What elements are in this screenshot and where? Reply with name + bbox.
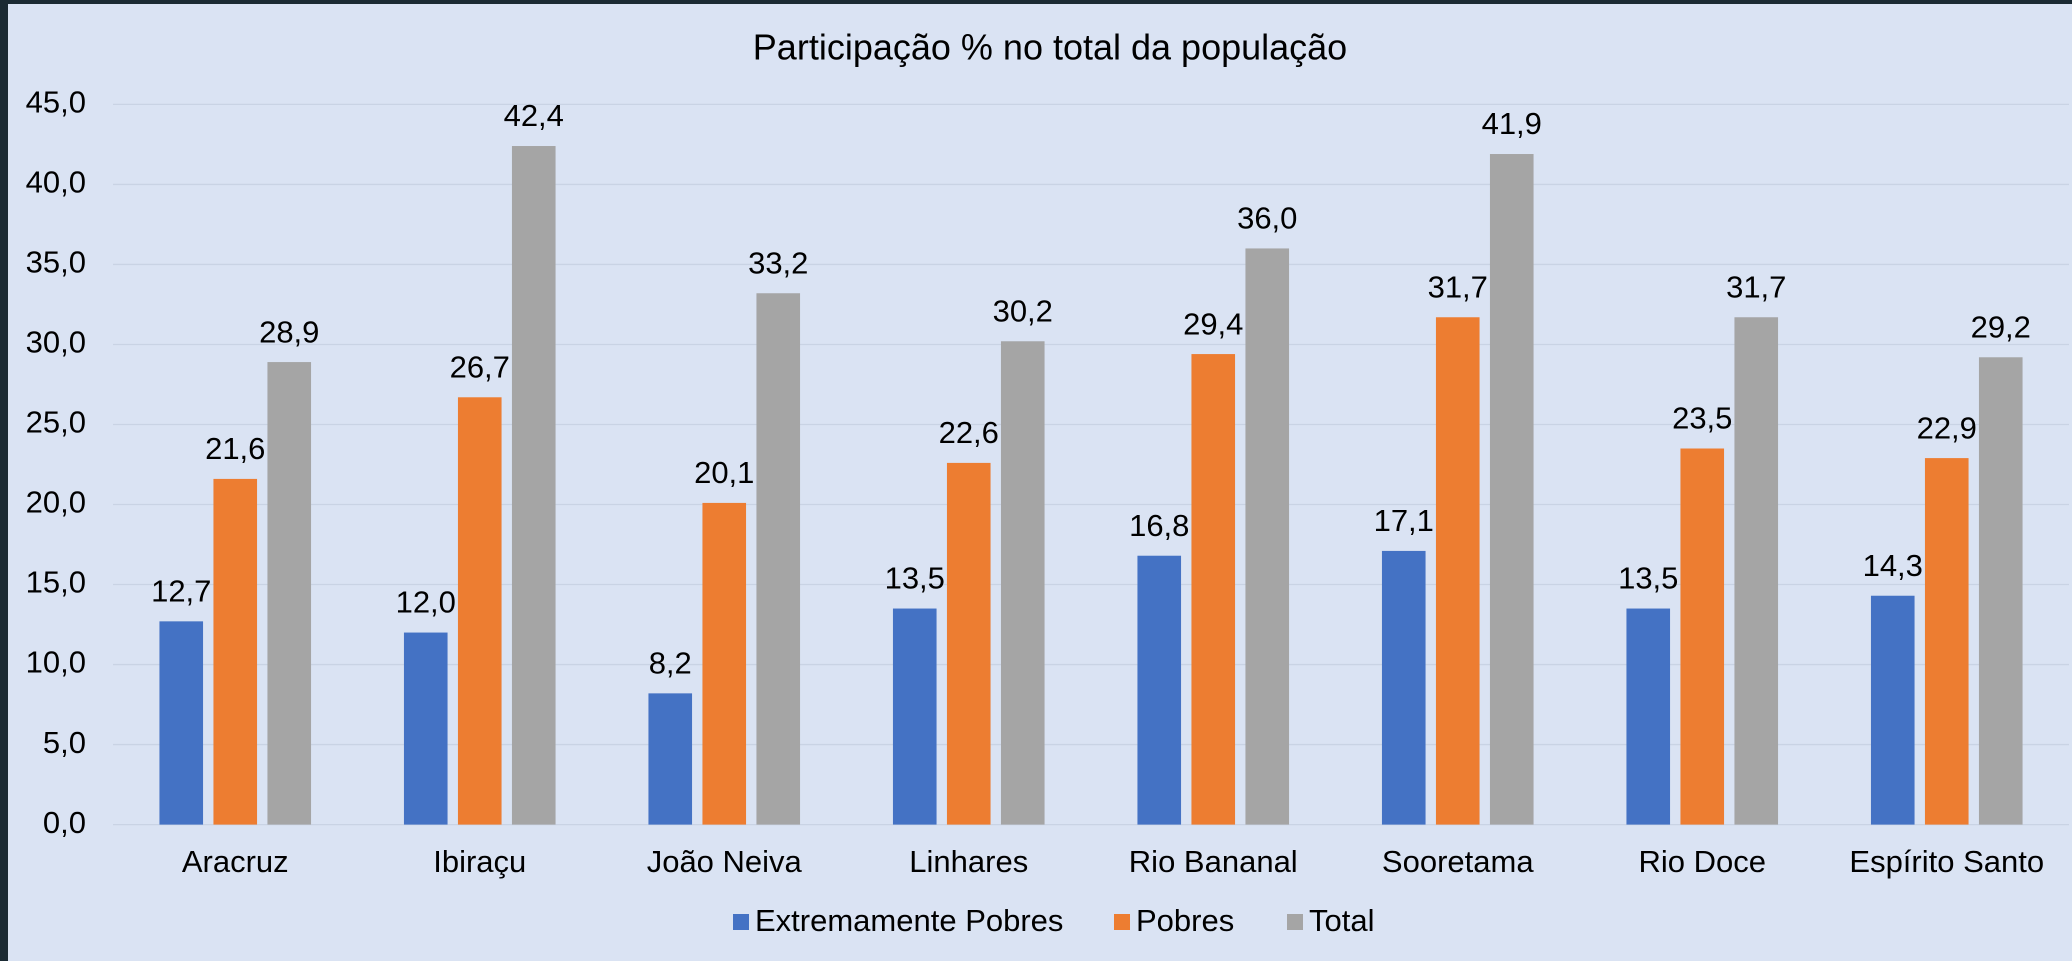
y-tick-label: 5,0 xyxy=(43,725,86,760)
data-label: 17,1 xyxy=(1374,503,1434,538)
bar xyxy=(403,632,448,825)
data-label: 30,2 xyxy=(993,293,1053,328)
y-tick-label: 30,0 xyxy=(26,325,86,360)
data-label: 8,2 xyxy=(649,646,692,681)
y-tick-label: 0,0 xyxy=(43,805,86,840)
data-label: 29,2 xyxy=(1971,309,2031,344)
bar xyxy=(1978,357,2023,825)
legend-swatch xyxy=(1114,914,1130,930)
x-tick-label: Aracruz xyxy=(182,844,289,879)
data-label: 29,4 xyxy=(1183,306,1243,341)
bar xyxy=(1137,555,1182,825)
x-tick-label: João Neiva xyxy=(647,844,803,879)
data-label: 42,4 xyxy=(504,98,564,133)
legend-label: Pobres xyxy=(1136,903,1234,938)
data-label: 13,5 xyxy=(1618,561,1678,596)
legend-label: Total xyxy=(1309,903,1374,938)
bar xyxy=(1870,595,1915,825)
data-label: 36,0 xyxy=(1237,201,1297,236)
bar xyxy=(946,462,991,825)
chart-title: Participação % no total da população xyxy=(753,27,1347,68)
data-label: 33,2 xyxy=(748,245,808,280)
data-label: 21,6 xyxy=(205,431,265,466)
bar xyxy=(1245,248,1290,825)
y-tick-label: 45,0 xyxy=(26,85,86,120)
bar xyxy=(1435,317,1480,825)
bar xyxy=(1381,550,1426,825)
data-label: 20,1 xyxy=(694,455,754,490)
x-tick-label: Sooretama xyxy=(1382,844,1534,879)
y-tick-label: 15,0 xyxy=(26,565,86,600)
bar xyxy=(511,146,556,825)
y-tick-label: 35,0 xyxy=(26,245,86,280)
bar xyxy=(1734,317,1779,825)
bar xyxy=(267,362,312,825)
bar xyxy=(457,397,502,825)
data-label: 12,7 xyxy=(151,574,211,609)
data-label: 31,7 xyxy=(1726,269,1786,304)
data-label: 13,5 xyxy=(885,561,945,596)
bar xyxy=(702,502,747,825)
data-label: 22,9 xyxy=(1917,410,1977,445)
x-tick-label: Rio Bananal xyxy=(1129,844,1298,879)
bar xyxy=(1191,354,1236,825)
x-tick-label: Linhares xyxy=(909,844,1028,879)
data-label: 31,7 xyxy=(1428,269,1488,304)
x-tick-label: Ibiraçu xyxy=(433,844,526,879)
bar xyxy=(1489,154,1534,825)
bar xyxy=(648,693,693,825)
y-tick-label: 20,0 xyxy=(26,485,86,520)
y-tick-label: 10,0 xyxy=(26,645,86,680)
data-label: 26,7 xyxy=(450,349,510,384)
bar xyxy=(1626,608,1671,825)
bar xyxy=(1000,341,1045,825)
legend-swatch xyxy=(733,914,749,930)
data-label: 16,8 xyxy=(1129,508,1189,543)
data-label: 14,3 xyxy=(1863,548,1923,583)
x-tick-label: Rio Doce xyxy=(1639,844,1767,879)
x-tick-label: Espírito Santo xyxy=(1849,844,2044,879)
bar xyxy=(159,621,204,825)
bar xyxy=(1680,448,1725,825)
bar xyxy=(1924,458,1969,825)
legend-label: Extremamente Pobres xyxy=(755,903,1063,938)
bar xyxy=(892,608,937,825)
y-tick-label: 25,0 xyxy=(26,405,86,440)
legend-swatch xyxy=(1287,914,1303,930)
data-label: 23,5 xyxy=(1672,401,1732,436)
bar xyxy=(213,478,258,825)
data-label: 12,0 xyxy=(396,585,456,620)
bar xyxy=(756,293,801,825)
data-label: 22,6 xyxy=(939,415,999,450)
y-tick-label: 40,0 xyxy=(26,165,86,200)
data-label: 28,9 xyxy=(259,314,319,349)
data-label: 41,9 xyxy=(1482,106,1542,141)
